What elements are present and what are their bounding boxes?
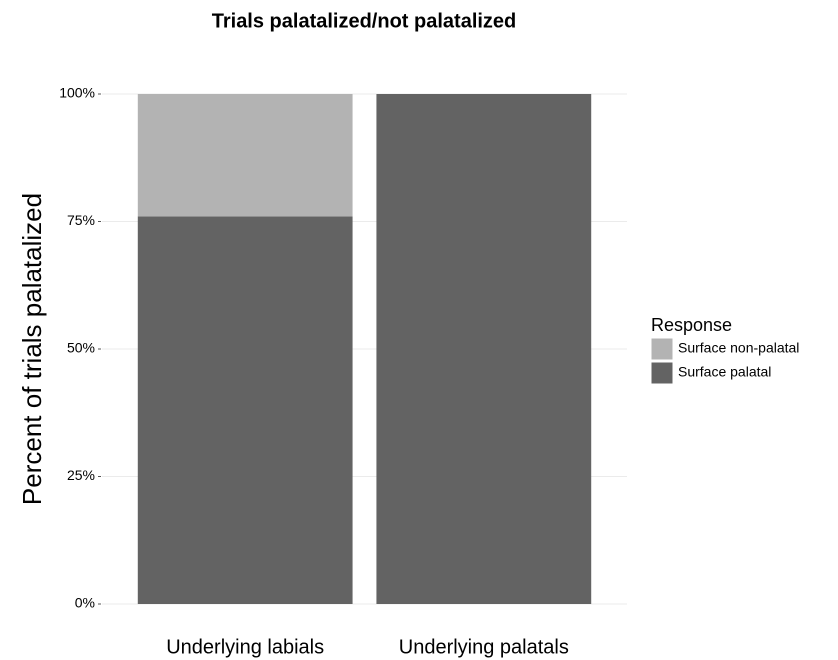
y-tick-label: 25% <box>67 467 95 483</box>
legend-label: Surface non-palatal <box>678 340 799 356</box>
legend-key <box>650 337 674 361</box>
y-axis-label: Percent of trials palatalized <box>17 193 47 505</box>
bar-segment <box>376 94 592 604</box>
x-tick-label: Underlying labials <box>166 636 324 658</box>
bar-segment <box>137 216 353 604</box>
legend-title: Response <box>651 315 732 335</box>
y-tick-label: 50% <box>67 340 95 356</box>
x-tick-label: Underlying palatals <box>399 636 569 658</box>
y-tick-label: 100% <box>59 85 95 101</box>
chart-title: Trials palatalized/not palatalized <box>212 10 517 32</box>
bar-segment <box>137 94 353 217</box>
y-tick-label: 0% <box>75 595 95 611</box>
legend-key <box>650 361 674 385</box>
legend-label: Surface palatal <box>678 364 771 380</box>
y-tick-label: 75% <box>67 212 95 228</box>
